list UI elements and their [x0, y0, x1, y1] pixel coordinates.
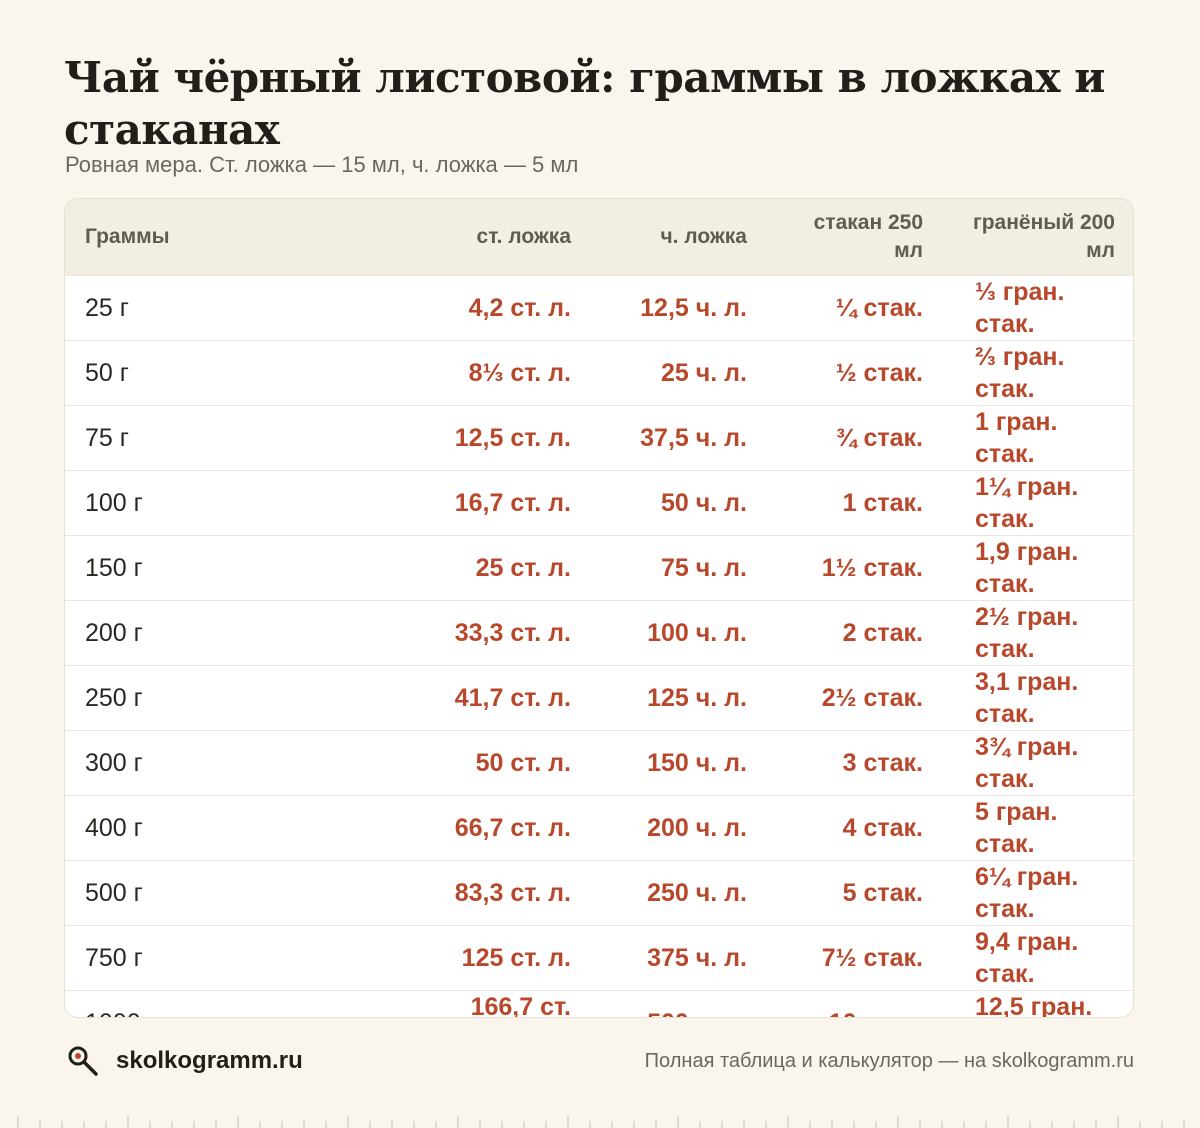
cell-faceted-glass: ⅓ гран. стак.	[975, 277, 1065, 338]
header-glass-250: стакан 250 мл	[813, 210, 923, 262]
cell-teaspoon: 150 ч. л.	[647, 748, 747, 777]
table-row: 1000 г 166,7 ст. л. 500 ч. л. 10 стак. 1…	[65, 990, 1133, 1018]
cell-tablespoon: 50 ст. л.	[475, 748, 571, 777]
cell-tablespoon: 12,5 ст. л.	[454, 423, 571, 452]
table-row: 250 г 41,7 ст. л. 125 ч. л. 2½ стак. 3,1…	[65, 665, 1133, 730]
cell-glass: 5 стак.	[842, 878, 923, 907]
cell-faceted-glass: 3¾ гран. стак.	[975, 732, 1079, 793]
table-row: 400 г 66,7 ст. л. 200 ч. л. 4 стак. 5 гр…	[65, 795, 1133, 860]
cell-teaspoon: 37,5 ч. л.	[640, 423, 747, 452]
cell-glass: ½ стак.	[835, 358, 923, 387]
cell-glass: 4 стак.	[842, 813, 923, 842]
cell-tablespoon: 16,7 ст. л.	[454, 488, 571, 517]
conversion-table-card: Граммы ст. ложка ч. ложка стакан 250 мл …	[64, 198, 1134, 1018]
cell-teaspoon: 100 ч. л.	[647, 618, 747, 647]
header-faceted-glass-200: гранёный 200 мл	[972, 210, 1115, 262]
cell-faceted-glass: 1,9 гран. стак.	[975, 537, 1079, 598]
cell-tablespoon: 166,7 ст. л.	[470, 992, 571, 1018]
cell-glass: 1 стак.	[842, 488, 923, 517]
table-row: 300 г 50 ст. л. 150 ч. л. 3 стак. 3¾ гра…	[65, 730, 1133, 795]
cell-faceted-glass: ⅔ гран. стак.	[975, 342, 1065, 403]
cell-teaspoon: 375 ч. л.	[647, 943, 747, 972]
cell-teaspoon: 12,5 ч. л.	[640, 293, 747, 322]
cell-grams: 500 г	[85, 878, 143, 907]
cell-glass: 3 стак.	[842, 748, 923, 777]
table-row: 100 г 16,7 ст. л. 50 ч. л. 1 стак. 1¼ гр…	[65, 470, 1133, 535]
table-row: 25 г 4,2 ст. л. 12,5 ч. л. ¼ стак. ⅓ гра…	[65, 275, 1133, 340]
cell-grams: 400 г	[85, 813, 143, 842]
table-row: 75 г 12,5 ст. л. 37,5 ч. л. ¾ стак. 1 гр…	[65, 405, 1133, 470]
cell-glass: 7½ стак.	[821, 943, 923, 972]
cell-teaspoon: 50 ч. л.	[661, 488, 747, 517]
cell-faceted-glass: 6¼ гран. стак.	[975, 862, 1079, 923]
cell-faceted-glass: 5 гран. стак.	[975, 797, 1058, 858]
cell-tablespoon: 33,3 ст. л.	[454, 618, 571, 647]
cell-grams: 1000 г	[65, 990, 385, 1018]
cell-grams: 25 г	[85, 293, 129, 322]
cell-tablespoon: 125 ст. л.	[461, 943, 571, 972]
cell-glass: 1½ стак.	[821, 553, 923, 582]
cell-faceted-glass: 9,4 гран. стак.	[975, 927, 1079, 988]
cell-teaspoon: 125 ч. л.	[647, 683, 747, 712]
table-row: 50 г 8⅓ ст. л. 25 ч. л. ½ стак. ⅔ гран. …	[65, 340, 1133, 405]
cell-teaspoon: 75 ч. л.	[661, 553, 747, 582]
cell-faceted-glass: 3,1 гран. стак.	[975, 667, 1079, 728]
table-row: 750 г 125 ст. л. 375 ч. л. 7½ стак. 9,4 …	[65, 925, 1133, 990]
table-row: 150 г 25 ст. л. 75 ч. л. 1½ стак. 1,9 гр…	[65, 535, 1133, 600]
cell-tablespoon: 25 ст. л.	[475, 553, 571, 582]
cell-teaspoon: 25 ч. л.	[661, 358, 747, 387]
cell-tablespoon: 4,2 ст. л.	[468, 293, 571, 322]
page-title: Чай чёрный листовой: граммы в ложках и с…	[64, 53, 1105, 154]
cell-faceted-glass: 12,5 гран. стак.	[975, 992, 1093, 1018]
page-subtitle: Ровная мера. Ст. ложка — 15 мл, ч. ложка…	[65, 152, 579, 177]
cell-faceted-glass: 2½ гран. стак.	[975, 602, 1079, 663]
cell-teaspoon: 200 ч. л.	[647, 813, 747, 842]
decorative-ruler	[17, 1116, 1185, 1128]
cell-teaspoon: 250 ч. л.	[647, 878, 747, 907]
header-teaspoon: ч. ложка	[660, 224, 747, 248]
cell-faceted-glass: 1 гран. стак.	[975, 407, 1058, 468]
cell-tablespoon: 8⅓ ст. л.	[468, 358, 571, 387]
brand-name: skolkogramm.ru	[116, 1047, 303, 1074]
footer-brand: skolkogramm.ru	[66, 1044, 303, 1078]
cell-grams: 150 г	[85, 553, 143, 582]
cell-grams: 200 г	[85, 618, 143, 647]
cell-grams: 750 г	[85, 943, 143, 972]
cell-glass: 2½ стак.	[821, 683, 923, 712]
table-header-row: Граммы ст. ложка ч. ложка стакан 250 мл …	[65, 199, 1133, 275]
cell-teaspoon: 500 ч. л.	[589, 990, 765, 1018]
cell-grams: 50 г	[85, 358, 129, 387]
header-grams: Граммы	[85, 224, 170, 248]
cell-grams: 250 г	[85, 683, 143, 712]
cell-tablespoon: 83,3 ст. л.	[454, 878, 571, 907]
table-row: 200 г 33,3 ст. л. 100 ч. л. 2 стак. 2½ г…	[65, 600, 1133, 665]
cell-tablespoon: 66,7 ст. л.	[454, 813, 571, 842]
cell-glass: 10 стак.	[765, 990, 941, 1018]
cell-grams: 100 г	[85, 488, 143, 517]
cell-glass: ¾ стак.	[835, 423, 923, 452]
footer-note: Полная таблица и калькулятор — на skolko…	[644, 1050, 1134, 1072]
header-tablespoon: ст. ложка	[476, 224, 571, 248]
cell-glass: ¼ стак.	[835, 293, 923, 322]
cell-tablespoon: 41,7 ст. л.	[454, 683, 571, 712]
conversion-table: Граммы ст. ложка ч. ложка стакан 250 мл …	[65, 199, 1133, 1018]
cell-glass: 2 стак.	[842, 618, 923, 647]
cell-faceted-glass: 1¼ гран. стак.	[975, 472, 1079, 533]
table-row: 500 г 83,3 ст. л. 250 ч. л. 5 стак. 6¼ г…	[65, 860, 1133, 925]
magnifier-icon	[66, 1044, 100, 1078]
cell-grams: 300 г	[85, 748, 143, 777]
cell-grams: 75 г	[85, 423, 129, 452]
